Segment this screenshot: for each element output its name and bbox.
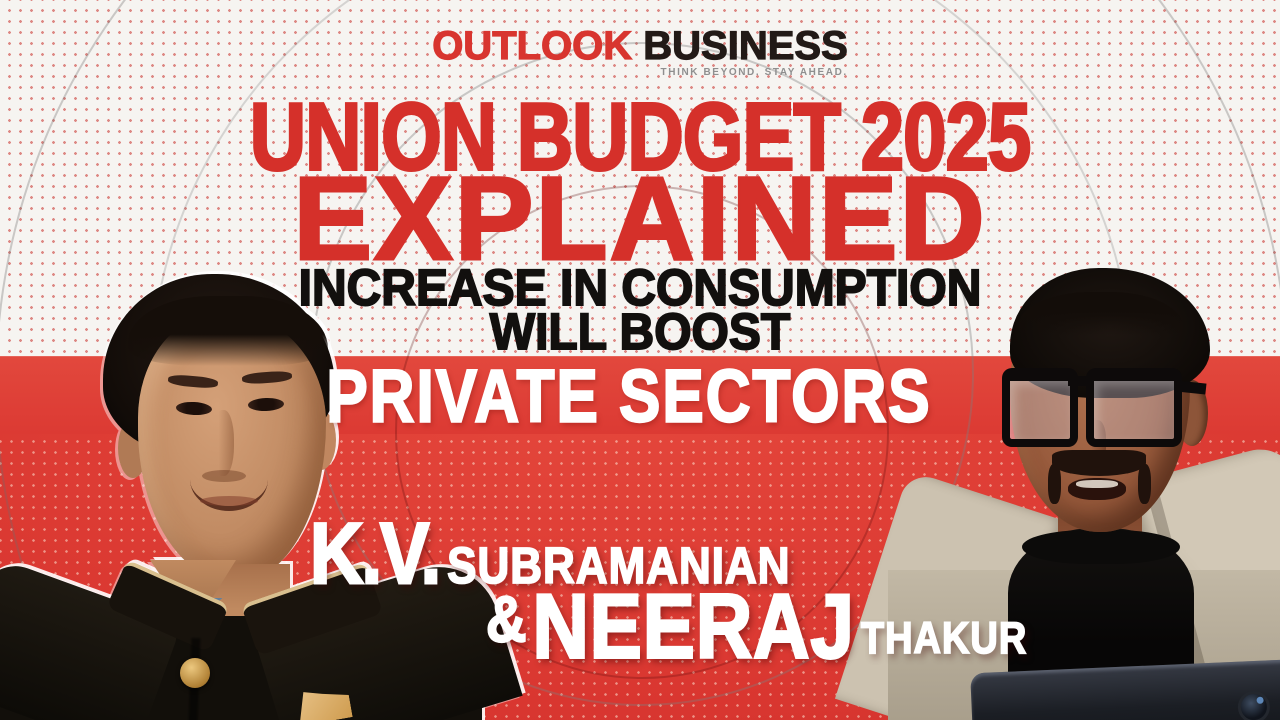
speaker2-surname: THAKUR <box>860 614 1028 664</box>
right-speaker-mustache <box>1048 464 1061 504</box>
right-speaker-teeth <box>1076 480 1118 488</box>
left-speaker-hairline <box>128 296 328 366</box>
speaker1-initials: K.V. <box>309 504 443 603</box>
right-speaker-hairline <box>1018 292 1184 336</box>
left-speaker-nose <box>212 410 234 476</box>
headline-line1: UNION BUDGET 2025 <box>248 83 1032 191</box>
speaker1-surname: SUBRAMANIAN <box>446 537 791 596</box>
right-speaker-glasses <box>1086 368 1182 447</box>
right-speaker-mustache <box>1138 464 1151 504</box>
banner-label: PRIVATE SECTORS <box>325 355 932 439</box>
right-speaker-turtleneck-collar <box>1022 530 1180 564</box>
speaker-name-second: & NEERAJ THAKUR <box>485 574 1028 680</box>
right-speaker-mustache <box>1052 450 1146 476</box>
speaker-name-first: K.V. SUBRAMANIAN <box>309 504 791 603</box>
subheadline-line1: INCREASE IN CONSUMPTION <box>298 260 983 317</box>
speaker2-firstname: NEERAJ <box>531 574 855 679</box>
brand-logo-text: OUTLOOK BUSINESS <box>432 24 849 68</box>
brand-logo-business: BUSINESS <box>643 24 849 68</box>
right-speaker-glasses <box>1002 368 1078 447</box>
laptop-camera-icon <box>1237 690 1271 720</box>
brand-logo: OUTLOOK BUSINESS THINK BEYOND. STAY AHEA… <box>0 24 1280 79</box>
brand-tagline: THINK BEYOND. STAY AHEAD. <box>660 67 848 78</box>
ampersand: & <box>485 581 527 656</box>
left-speaker-jacket-button <box>180 658 210 688</box>
kv-subramanian-photo <box>0 268 523 720</box>
brand-logo-outlook: OUTLOOK <box>432 24 633 68</box>
left-speaker-lip <box>200 496 258 506</box>
right-speaker-glasses-bridge <box>1068 376 1088 386</box>
subheadline-line2: WILL BOOST <box>489 304 791 361</box>
left-speaker-smile <box>190 474 268 511</box>
headline-line2: EXPLAINED <box>292 153 987 285</box>
